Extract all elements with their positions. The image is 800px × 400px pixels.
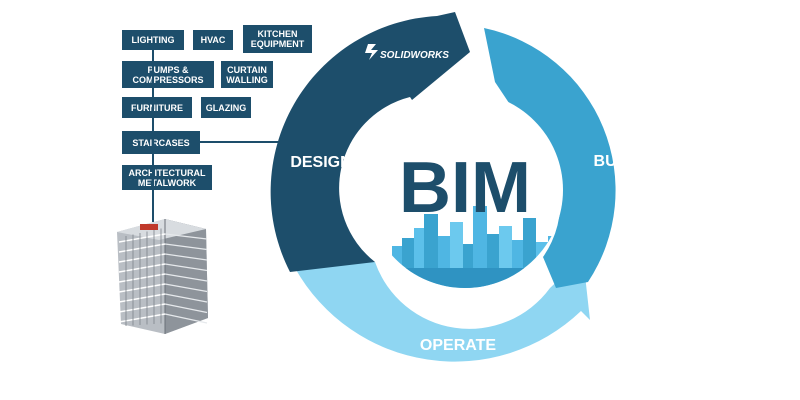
building-floor-line (118, 253, 166, 263)
build-label: BUILD (594, 153, 643, 170)
building-floor-line (164, 293, 208, 303)
building-floor-line (118, 303, 166, 313)
center-circle (367, 92, 563, 288)
operate-segment (295, 252, 590, 362)
building-floor-line (164, 253, 208, 261)
component-kitchen-equipment: KITCHEN EQUIPMENT (243, 25, 312, 53)
building-floor-line (164, 233, 208, 240)
component-pumps-compressors: PUMPS & COMPRESSORS (122, 61, 214, 88)
building-floor-line (118, 293, 166, 303)
component-furniture: FURNITURE (122, 97, 192, 118)
bim-center-label: BIM (399, 148, 531, 228)
building-floor-line (164, 263, 208, 272)
building-floor-line (164, 303, 208, 314)
component-lighting: LIGHTING (122, 30, 184, 50)
component-staircases: STAIRCASES (122, 131, 200, 154)
build-segment (484, 28, 616, 288)
solidworks-logo-icon (365, 44, 378, 60)
building-floor-line (164, 273, 208, 282)
building-floor-line (118, 263, 166, 273)
building-floor-line (118, 313, 166, 323)
building-floor-line (118, 273, 166, 283)
solidworks-label: SOLIDWORKS (380, 50, 449, 61)
city-skyline-icon (380, 206, 560, 288)
operate-label: OPERATE (420, 337, 496, 354)
component-architectural-metalwork: ARCHITECTURAL METALWORK (122, 165, 212, 190)
building-floor-line (118, 243, 166, 253)
building-icon (117, 219, 208, 334)
connector-line (200, 141, 285, 143)
building-floor-line (164, 243, 208, 251)
building-floor-line (118, 283, 166, 293)
building-floor-line (118, 233, 166, 243)
component-curtain-walling: CURTAIN WALLING (221, 61, 273, 88)
component-glazing: GLAZING (201, 97, 251, 118)
connector-line (152, 50, 154, 222)
design-label: DESIGN (290, 154, 351, 171)
building-floor-line (164, 283, 208, 293)
building-floor-line (164, 313, 208, 324)
component-hvac: HVAC (193, 30, 233, 50)
